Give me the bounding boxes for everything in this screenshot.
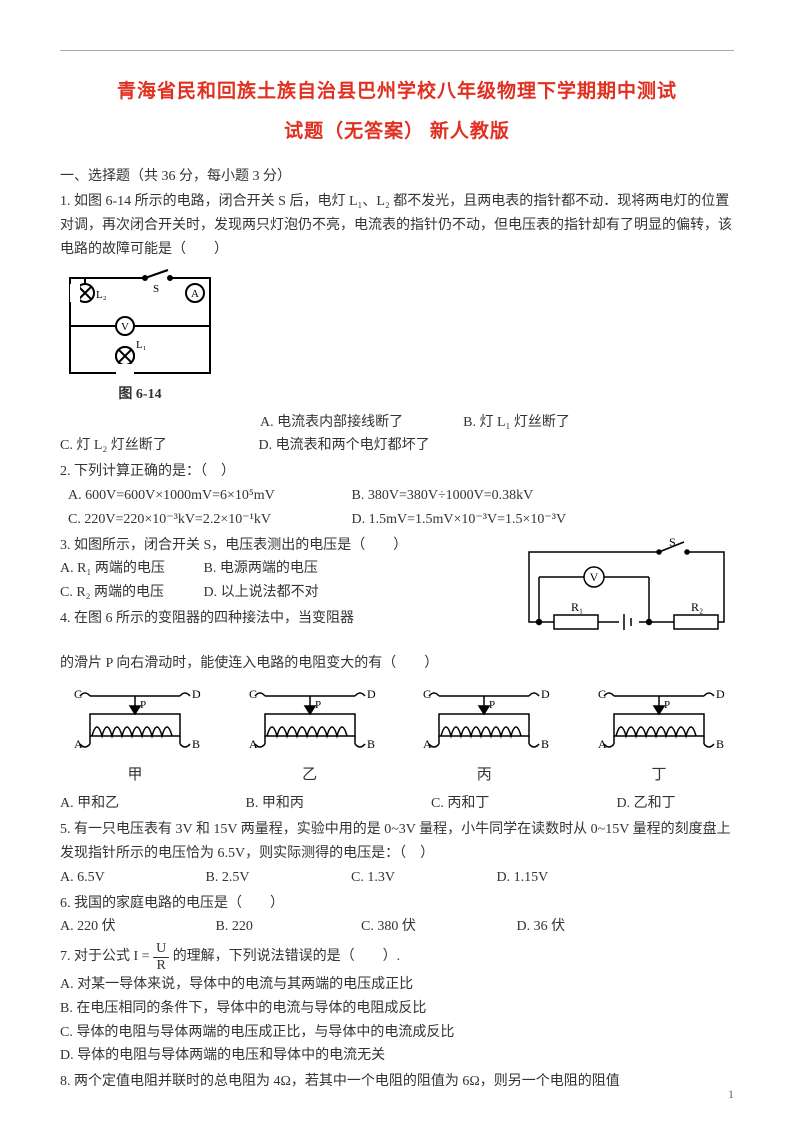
q7-frac-num: U (153, 941, 169, 957)
q3-optB: B. 电源两端的电压 (204, 561, 318, 576)
svg-text:P: P (140, 699, 146, 711)
svg-text:C: C (423, 687, 431, 701)
q2-optA: A. 600V=600V×1000mV=6×10⁵mV (68, 484, 348, 508)
q7-optD: D. 导体的电阻与导体两端的电压和导体中的电流无关 (60, 1044, 734, 1068)
svg-text:D: D (367, 687, 376, 701)
svg-text:V: V (590, 570, 599, 584)
q7-optC: C. 导体的电阻与导体两端的电压成正比，与导体中的电流成反比 (60, 1021, 734, 1045)
svg-text:D: D (541, 687, 550, 701)
svg-text:P: P (315, 699, 321, 711)
q6-optA: A. 220 伏 (60, 915, 180, 939)
q3-optA: A. R₁ 两端的电压 (60, 557, 200, 581)
q2-stem: 2. 下列计算正确的是：（ ） (60, 460, 734, 484)
svg-text:P: P (664, 699, 670, 711)
svg-text:S: S (669, 535, 676, 549)
q6-optB: B. 220 (216, 915, 326, 939)
q6-optC: C. 380 伏 (361, 915, 481, 939)
svg-text:B: B (192, 737, 200, 751)
q4-label-2: 丙 (409, 763, 559, 789)
svg-text:V: V (121, 321, 129, 333)
q3-optC: C. R₂ 两端的电压 (60, 581, 200, 605)
q2-optC: C. 220V=220×10⁻³kV=2.2×10⁻¹kV (68, 508, 348, 532)
q5-stem: 5. 有一只电压表有 3V 和 15V 两量程，实验中用的是 0~3V 量程，小… (60, 818, 734, 866)
q7-frac-den: R (153, 958, 169, 973)
q6-optD: D. 36 伏 (517, 915, 566, 939)
svg-text:C: C (74, 687, 82, 701)
q5-optA: A. 6.5V (60, 866, 170, 890)
q1-figure-caption: 图 6-14 (60, 383, 220, 407)
q3-figure: V R₁ R₂ S (519, 532, 734, 651)
q3-stem: 3. 如图所示，闭合开关 S，电压表测出的电压是（ ） (60, 534, 507, 558)
q7-optA: A. 对某一导体来说，导体中的电流与其两端的电压成正比 (60, 973, 734, 997)
top-rule (60, 50, 734, 51)
svg-text:A: A (74, 737, 83, 751)
q4-label-1: 乙 (235, 763, 385, 789)
q4-fig-yi: C D P A B 乙 (235, 684, 385, 788)
svg-text:B: B (367, 737, 375, 751)
svg-text:B: B (541, 737, 549, 751)
svg-text:D: D (716, 687, 725, 701)
q8-stem: 8. 两个定值电阻并联时的总电阻为 4Ω，若其中一个电阻的阻值为 6Ω，则另一个… (60, 1070, 734, 1094)
svg-text:D: D (192, 687, 201, 701)
q7-fraction: U R (153, 941, 169, 973)
q4-stem1: 4. 在图 6 所示的变阻器的四种接法中，当变阻器 (60, 607, 507, 631)
svg-text:L₂: L₂ (96, 289, 107, 301)
svg-text:C: C (598, 687, 606, 701)
q4-optD: D. 乙和丁 (617, 792, 676, 816)
svg-text:A: A (598, 737, 607, 751)
q2-optB: B. 380V=380V÷1000V=0.38kV (352, 488, 534, 503)
q4-optA: A. 甲和乙 (60, 792, 210, 816)
q4-optB: B. 甲和丙 (246, 792, 396, 816)
q1-optC: C. 灯 L₂ 灯丝断了 (60, 434, 255, 458)
svg-text:P: P (489, 699, 495, 711)
svg-text:A: A (423, 737, 432, 751)
q7-stem: 7. 对于公式 I = U R 的理解，下列说法错误的是（ ）. (60, 941, 734, 973)
q5-optC: C. 1.3V (351, 866, 461, 890)
q5-optB: B. 2.5V (206, 866, 316, 890)
svg-text:R₁: R₁ (571, 600, 583, 614)
q4-optC: C. 丙和丁 (431, 792, 581, 816)
q6-stem: 6. 我国的家庭电路的电压是（ ） (60, 892, 734, 916)
q7-stem-pre: 7. 对于公式 I = (60, 949, 153, 964)
q1-figure: A V L₂ S L₁ 图 6-14 (60, 268, 734, 407)
q4-label-0: 甲 (60, 763, 210, 789)
q1-stem: 1. 如图 6-14 所示的电路，闭合开关 S 后，电灯 L₁、L₂ 都不发光，… (60, 190, 734, 261)
svg-text:C: C (249, 687, 257, 701)
q7-optB: B. 在电压相同的条件下，导体中的电流与导体的电阻成反比 (60, 997, 734, 1021)
q4-fig-ding: C D P A B 丁 (584, 684, 734, 788)
q4-label-3: 丁 (584, 763, 734, 789)
q1-optB: B. 灯 L₁ 灯丝断了 (463, 411, 570, 435)
svg-text:B: B (716, 737, 724, 751)
svg-text:A: A (249, 737, 258, 751)
svg-text:L₁: L₁ (136, 339, 147, 351)
q3-optD: D. 以上说法都不对 (204, 585, 319, 600)
q2-optD: D. 1.5mV=1.5mV×10⁻³V=1.5×10⁻³V (352, 512, 567, 527)
q4-figures: C D P A B 甲 C D P A B 乙 (60, 684, 734, 788)
q4-stem2: 的滑片 P 向右滑动时，能使连入电路的电阻变大的有（ ） (60, 652, 734, 676)
q4-fig-bing: C D P A B 丙 (409, 684, 559, 788)
q1-optA: A. 电流表内部接线断了 (260, 411, 403, 435)
section-1-header: 一、选择题（共 36 分，每小题 3 分） (60, 165, 734, 189)
svg-text:S: S (153, 283, 159, 295)
q7-stem-post: 的理解，下列说法错误的是（ ）. (173, 949, 401, 964)
title-line2: 试题（无答案） 新人教版 (60, 116, 734, 148)
q1-optD: D. 电流表和两个电灯都坏了 (259, 438, 430, 453)
q4-fig-jia: C D P A B 甲 (60, 684, 210, 788)
q5-optD: D. 1.15V (497, 866, 549, 890)
page-number: 1 (728, 1084, 734, 1104)
svg-text:R₂: R₂ (691, 600, 703, 614)
title-line1: 青海省民和回族土族自治县巴州学校八年级物理下学期期中测试 (60, 76, 734, 108)
svg-text:A: A (191, 288, 199, 300)
